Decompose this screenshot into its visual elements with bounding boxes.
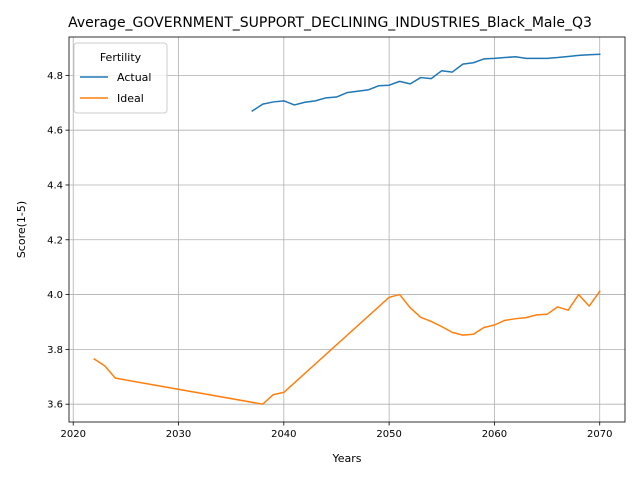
y-tick-label: 4.8 (47, 71, 63, 82)
y-tick-label: 4.4 (47, 180, 63, 191)
x-tick-label: 2060 (482, 429, 507, 440)
grid-lines (69, 37, 625, 422)
x-axis-ticks: 2020 2030 2040 2050 2060 2070 (60, 422, 612, 440)
x-tick-label: 2020 (60, 429, 85, 440)
y-tick-label: 3.8 (47, 345, 63, 356)
legend-label-ideal: Ideal (117, 92, 144, 105)
series-lines (93, 53, 601, 405)
x-tick-label: 2070 (587, 429, 612, 440)
y-axis-ticks: 3.6 3.8 4.0 4.2 4.4 4.6 4.8 (47, 71, 69, 411)
x-tick-label: 2030 (166, 429, 191, 440)
y-tick-label: 4.2 (47, 235, 63, 246)
y-axis-label: Score(1-5) (15, 201, 28, 258)
chart-title: Average_GOVERNMENT_SUPPORT_DECLINING_IND… (68, 15, 592, 31)
y-tick-label: 4.0 (47, 290, 63, 301)
legend: Fertility Actual Ideal (73, 42, 168, 114)
y-tick-label: 3.6 (47, 400, 63, 411)
x-tick-label: 2050 (376, 429, 401, 440)
y-tick-label: 4.6 (47, 126, 63, 137)
x-axis-label: Years (331, 452, 361, 465)
series-line-ideal (93, 290, 601, 405)
series-line-actual (251, 53, 601, 113)
legend-label-actual: Actual (117, 71, 151, 84)
plot-area-frame (68, 36, 626, 423)
legend-box (73, 42, 168, 114)
x-tick-label: 2040 (271, 429, 296, 440)
legend-title: Fertility (100, 51, 142, 64)
